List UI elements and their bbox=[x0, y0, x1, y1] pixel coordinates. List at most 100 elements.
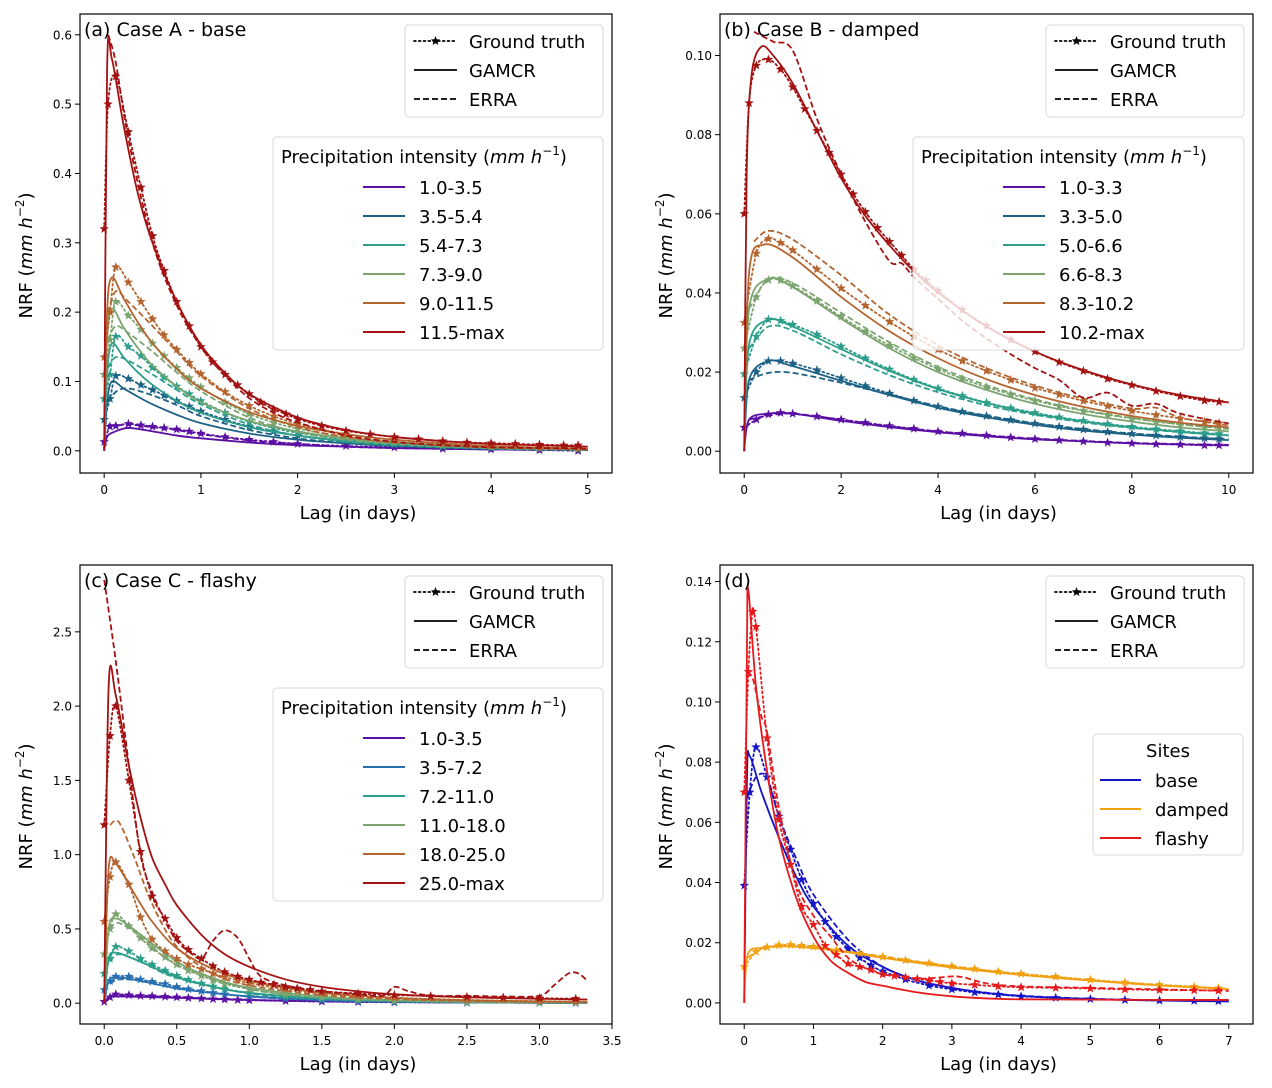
ground-truth-marker bbox=[909, 352, 919, 362]
y-tick-label: 0.14 bbox=[685, 575, 712, 589]
ground-truth-marker bbox=[196, 953, 207, 963]
ground-truth-marker bbox=[280, 989, 291, 999]
ground-truth-marker bbox=[820, 940, 830, 950]
ground-truth-marker bbox=[389, 992, 400, 1002]
ground-truth-marker bbox=[1005, 375, 1016, 385]
x-tick-label: 2.0 bbox=[385, 1034, 404, 1048]
y-axis-label-unit: mm h bbox=[656, 768, 677, 820]
ground-truth-marker bbox=[1214, 396, 1224, 406]
ground-truth-marker bbox=[1054, 435, 1064, 445]
ground-truth-marker bbox=[123, 310, 134, 320]
legend-label: 7.3-9.0 bbox=[419, 265, 483, 286]
ground-truth-marker bbox=[947, 978, 957, 988]
ground-truth-marker bbox=[219, 972, 230, 982]
ground-truth-marker bbox=[105, 307, 115, 317]
x-tick-label: 3.0 bbox=[530, 1034, 549, 1048]
ground-truth-marker bbox=[1127, 421, 1137, 431]
ground-truth-marker bbox=[1120, 977, 1130, 987]
x-tick-label: 0 bbox=[100, 483, 108, 497]
legend-frame bbox=[1092, 733, 1244, 856]
x-tick-label: 4 bbox=[1017, 1034, 1025, 1048]
ground-truth-marker bbox=[147, 943, 157, 953]
x-tick-label: 0 bbox=[740, 1034, 748, 1048]
x-tick-label: 10 bbox=[1221, 483, 1236, 497]
ground-truth-marker bbox=[136, 296, 146, 306]
ground-truth-marker bbox=[510, 438, 521, 448]
ground-truth-marker bbox=[111, 296, 121, 306]
ground-truth-marker bbox=[812, 295, 822, 305]
legend-label: Ground truth bbox=[469, 583, 585, 604]
ground-truth-marker bbox=[1199, 421, 1210, 431]
legend-label: GAMCR bbox=[1110, 61, 1177, 82]
ground-truth-marker bbox=[208, 981, 218, 991]
ground-truth-marker bbox=[171, 296, 182, 306]
ground-truth-marker bbox=[232, 971, 243, 981]
ground-truth-marker bbox=[244, 974, 255, 984]
ground-truth-marker bbox=[135, 912, 146, 922]
style-legend-frame bbox=[1045, 575, 1245, 669]
ground-truth-marker bbox=[981, 430, 992, 440]
ground-truth-marker bbox=[1078, 415, 1089, 425]
ground-truth-marker bbox=[836, 283, 846, 293]
ground-truth-marker bbox=[159, 390, 169, 400]
ground-truth-marker bbox=[413, 434, 424, 444]
ground-truth-marker bbox=[993, 981, 1004, 991]
ground-truth-marker bbox=[1127, 438, 1137, 448]
ground-truth-marker bbox=[105, 421, 115, 431]
ground-truth-marker bbox=[866, 960, 876, 970]
ground-truth-marker bbox=[135, 990, 146, 1000]
ground-truth-marker bbox=[808, 898, 819, 908]
ground-truth-marker bbox=[305, 984, 315, 994]
ground-truth-marker bbox=[1199, 440, 1210, 450]
ground-truth-marker bbox=[292, 413, 303, 423]
ground-truth-marker bbox=[763, 54, 774, 64]
legend-label: GAMCR bbox=[1110, 612, 1177, 633]
ground-truth-marker bbox=[160, 965, 170, 975]
ground-truth-marker bbox=[877, 969, 888, 979]
ground-truth-marker bbox=[775, 64, 786, 74]
ground-truth-marker bbox=[159, 330, 169, 340]
panel-d: 0 1 2 3 4 5 6 7 0.00 0.02 0.04 0.06 0.08 0.10 0.12 0.14… bbox=[653, 564, 1254, 1075]
ground-truth-marker bbox=[196, 406, 206, 416]
legend-label: 9.0-11.5 bbox=[419, 294, 494, 315]
ground-truth-marker bbox=[743, 666, 754, 676]
ground-truth-marker bbox=[365, 429, 375, 439]
ground-truth-marker bbox=[957, 373, 968, 383]
x-tick-label: 4 bbox=[487, 483, 495, 497]
ground-truth-marker bbox=[860, 380, 871, 390]
ground-truth-marker bbox=[219, 983, 230, 993]
ground-truth-marker bbox=[105, 369, 115, 379]
y-tick-label: 0.00 bbox=[685, 445, 712, 459]
ground-truth-marker bbox=[105, 953, 115, 963]
ground-truth-marker bbox=[111, 370, 121, 380]
legend-title-main: Precipitation intensity ( bbox=[281, 698, 490, 719]
ground-truth-marker bbox=[389, 995, 400, 1005]
gamcr-line bbox=[743, 585, 1229, 1003]
ground-truth-marker bbox=[147, 384, 158, 394]
star-marker-icon bbox=[1071, 587, 1082, 597]
ground-truth-marker bbox=[268, 426, 279, 436]
x-tick-label: 3 bbox=[391, 483, 399, 497]
y-axis-label: NRF (mm h−2) bbox=[653, 743, 677, 869]
legend-title-close: ) bbox=[1200, 147, 1207, 168]
intensity-legend: Precipitation intensity (mm h−1) 1.0-3.5 3… bbox=[272, 687, 604, 902]
ground-truth-marker bbox=[912, 973, 923, 983]
ground-truth-marker bbox=[957, 390, 968, 400]
ground-truth-marker bbox=[787, 280, 798, 290]
ground-truth-marker bbox=[909, 374, 919, 384]
ground-truth-marker bbox=[172, 981, 182, 991]
plot-area bbox=[99, 34, 588, 455]
intensity-legend: Precipitation intensity (mm h−1) 1.0-3.3 3… bbox=[912, 136, 1245, 351]
y-tick-label: 0.0 bbox=[53, 997, 72, 1011]
ground-truth-marker bbox=[763, 233, 774, 243]
ground-truth-marker bbox=[341, 440, 351, 450]
legend-label: Ground truth bbox=[469, 32, 585, 53]
ground-truth-marker bbox=[196, 970, 207, 980]
sites-legend: Sites base damped flashy bbox=[1092, 733, 1244, 856]
x-tick-label: 8 bbox=[1128, 483, 1136, 497]
ground-truth-marker bbox=[796, 901, 807, 911]
ground-truth-marker bbox=[866, 964, 876, 974]
ground-truth-marker bbox=[183, 974, 194, 984]
ground-truth-marker bbox=[172, 959, 182, 969]
ground-truth-marker bbox=[486, 440, 496, 450]
